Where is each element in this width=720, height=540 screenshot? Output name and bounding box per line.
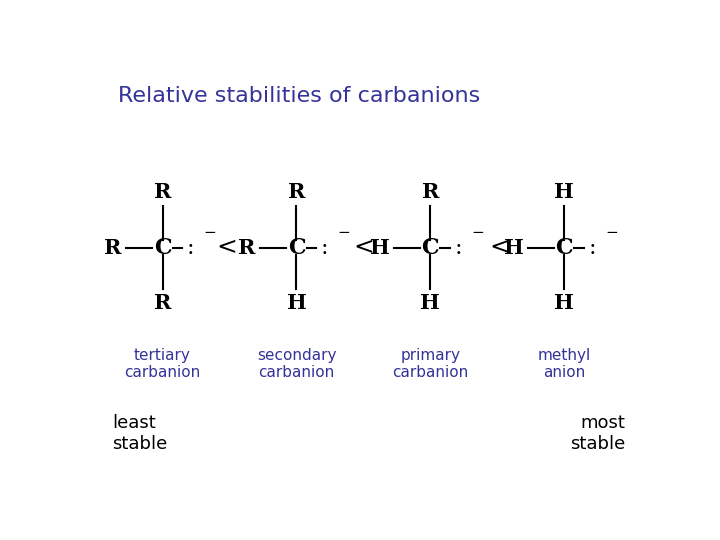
Text: C: C	[288, 237, 305, 259]
Text: −: −	[472, 226, 485, 240]
Text: primary
carbanion: primary carbanion	[392, 348, 469, 380]
Text: most
stable: most stable	[570, 414, 626, 453]
Text: H: H	[420, 293, 441, 314]
Text: H: H	[370, 238, 390, 258]
Text: :: :	[187, 237, 194, 259]
Text: H: H	[554, 293, 575, 314]
Text: <: <	[490, 237, 510, 259]
Text: <: <	[353, 237, 374, 259]
Text: −: −	[338, 226, 351, 240]
Text: C: C	[556, 237, 573, 259]
Text: R: R	[288, 182, 305, 202]
Text: H: H	[504, 238, 523, 258]
Text: secondary
carbanion: secondary carbanion	[257, 348, 336, 380]
Text: tertiary
carbanion: tertiary carbanion	[125, 348, 201, 380]
Text: C: C	[154, 237, 171, 259]
Text: C: C	[422, 237, 439, 259]
Text: Relative stabilities of carbanions: Relative stabilities of carbanions	[118, 85, 480, 106]
Text: <: <	[216, 237, 237, 259]
Text: methyl
anion: methyl anion	[538, 348, 591, 380]
Text: :: :	[589, 237, 596, 259]
Text: H: H	[554, 182, 575, 202]
Text: R: R	[154, 182, 171, 202]
Text: :: :	[321, 237, 328, 259]
Text: R: R	[104, 238, 122, 258]
Text: :: :	[455, 237, 462, 259]
Text: −: −	[606, 226, 618, 240]
Text: R: R	[154, 293, 171, 314]
Text: least
stable: least stable	[112, 414, 168, 453]
Text: R: R	[238, 238, 256, 258]
Text: H: H	[287, 293, 307, 314]
Text: −: −	[204, 226, 217, 240]
Text: R: R	[422, 182, 439, 202]
